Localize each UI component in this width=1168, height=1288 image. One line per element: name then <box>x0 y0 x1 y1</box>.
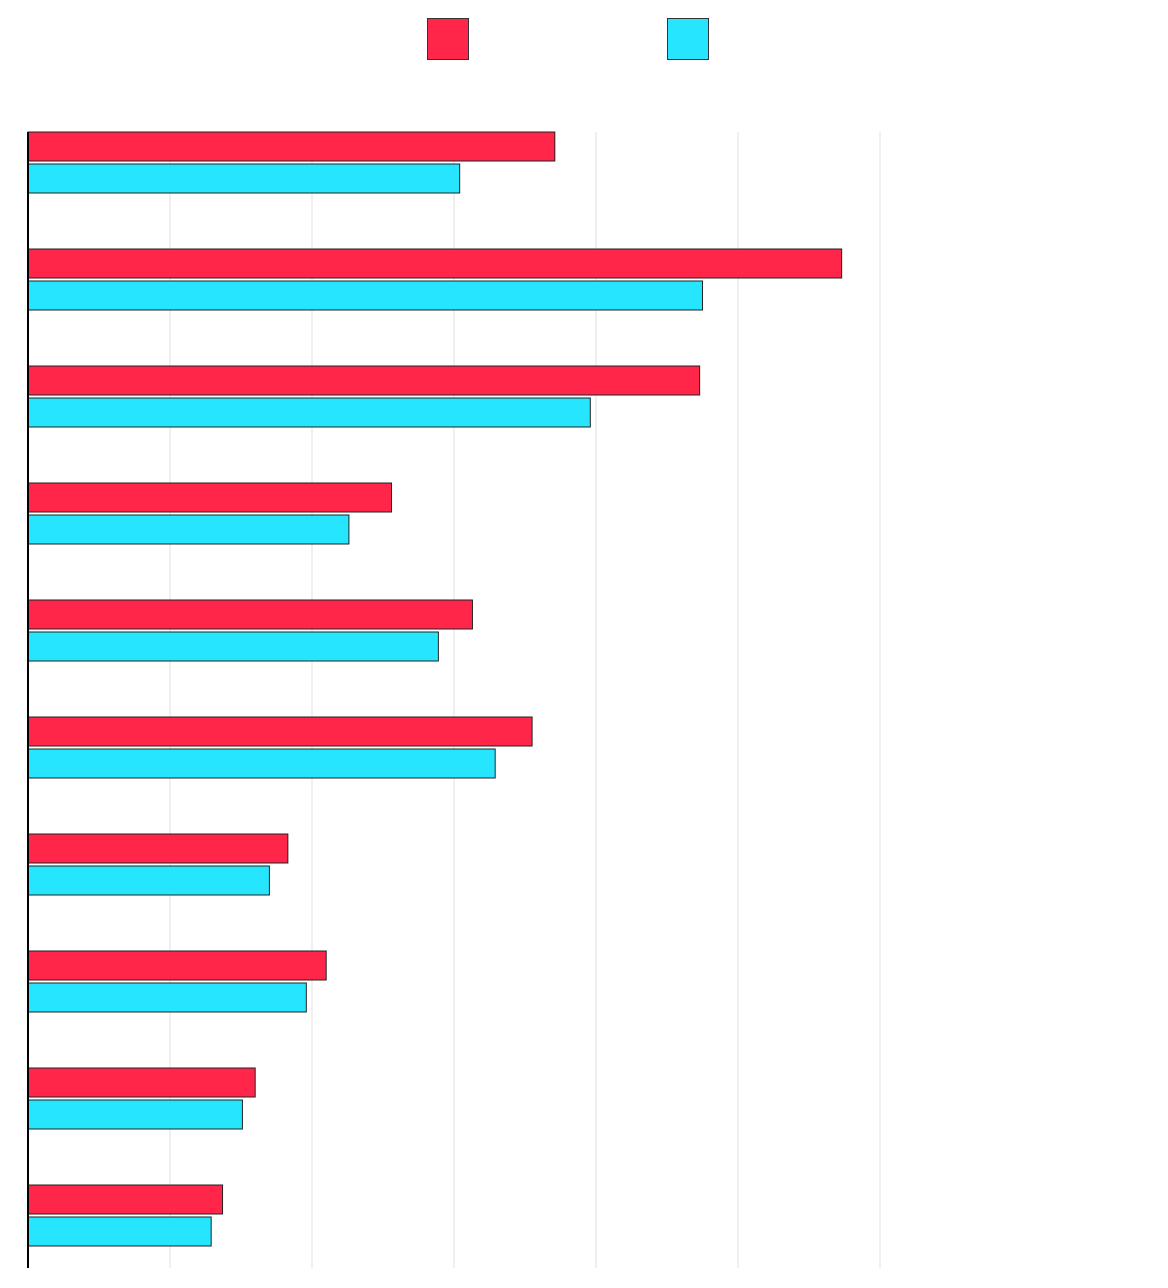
bar-series-2 <box>27 631 439 662</box>
bar-series-2 <box>27 280 703 311</box>
bar-series-1 <box>27 833 289 864</box>
bar-series-2 <box>27 397 591 428</box>
bar-series-2 <box>27 748 496 779</box>
bar-series-1 <box>27 950 327 981</box>
bar-series-2 <box>27 514 350 545</box>
legend-swatch-1 <box>427 18 469 60</box>
legend-swatch-2 <box>667 18 709 60</box>
bar-series-2 <box>27 1216 212 1247</box>
bar-series-1 <box>27 482 393 513</box>
bar-series-2 <box>27 982 307 1013</box>
bar-series-1 <box>27 599 473 630</box>
bar-series-1 <box>27 1067 256 1098</box>
bar-series-1 <box>27 716 533 747</box>
bar-series-2 <box>27 1099 243 1130</box>
bar-series-1 <box>27 248 843 279</box>
bar-series-2 <box>27 865 270 896</box>
bar-series-1 <box>27 365 701 396</box>
bar-series-1 <box>27 1184 224 1215</box>
bar-series-1 <box>27 131 556 162</box>
bar-series-2 <box>27 163 461 194</box>
